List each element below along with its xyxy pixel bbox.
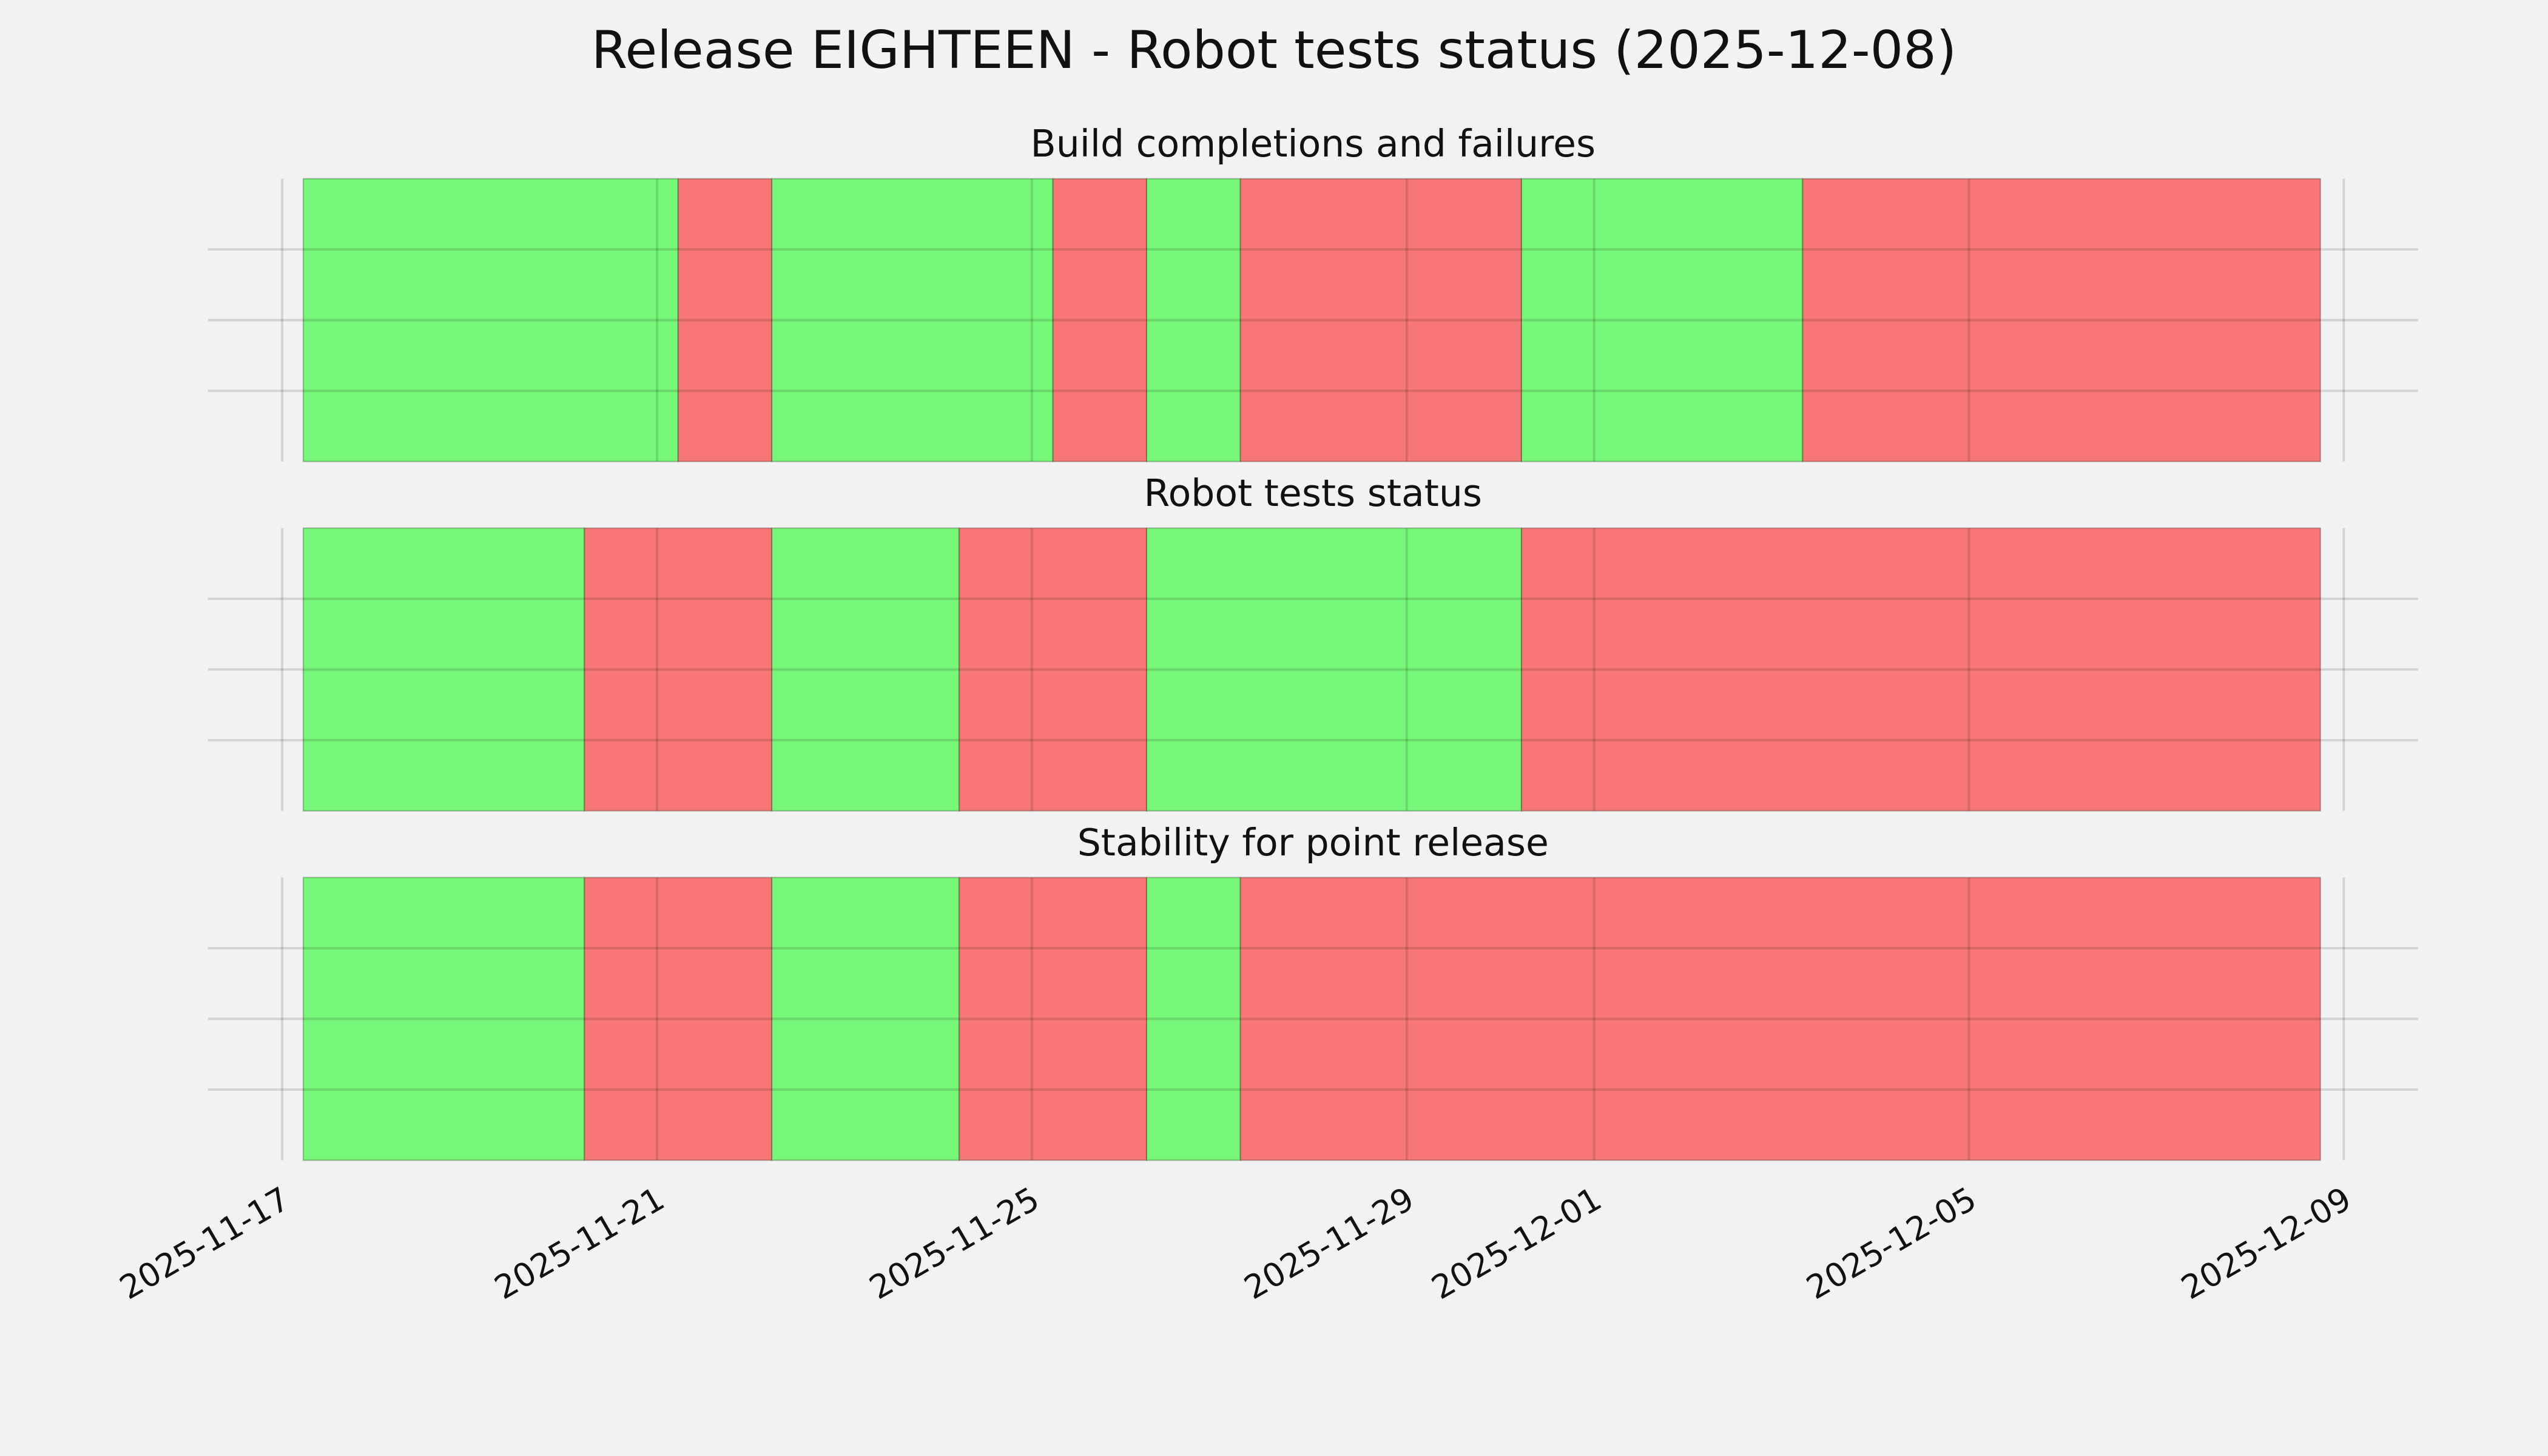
status-segment	[302, 877, 585, 1161]
chart-title: Release EIGHTEEN - Robot tests status (2…	[592, 20, 1956, 81]
status-segment	[771, 178, 1054, 462]
status-segment	[959, 527, 1148, 812]
status-segment	[1052, 178, 1148, 462]
status-segment	[1146, 527, 1523, 812]
status-segment	[771, 877, 960, 1161]
panel-title: Stability for point release	[1077, 821, 1549, 864]
status-segment	[302, 527, 585, 812]
status-segment	[584, 527, 773, 812]
status-segment	[1146, 877, 1241, 1161]
status-segment	[1520, 178, 1804, 462]
status-segment	[771, 527, 960, 812]
status-segment	[959, 877, 1148, 1161]
panel-title: Build completions and failures	[1030, 122, 1596, 166]
status-segment	[302, 178, 679, 462]
status-segment	[1146, 178, 1241, 462]
status-segment	[1239, 877, 2321, 1161]
panel-title: Robot tests status	[1144, 471, 1482, 515]
status-segment	[1239, 178, 1523, 462]
status-segment	[1520, 527, 2321, 812]
status-segment	[1802, 178, 2321, 462]
status-segment	[677, 178, 773, 462]
status-segment	[584, 877, 773, 1161]
